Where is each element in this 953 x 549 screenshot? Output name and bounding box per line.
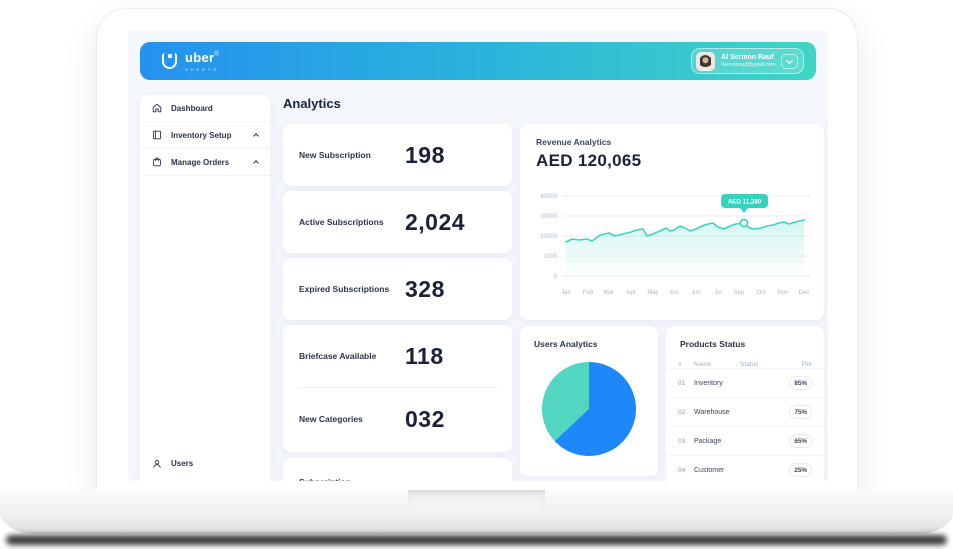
product-row-warehouse: 02 Warehouse 75% xyxy=(666,397,824,426)
sidebar-item-dashboard[interactable]: Dashboard xyxy=(140,95,270,122)
product-row-inventory: 01 Inventory 85% xyxy=(666,368,824,397)
svg-text:Feb: Feb xyxy=(583,290,594,296)
data-point-marker xyxy=(739,218,749,228)
stat-label: New Categories xyxy=(299,413,363,424)
revenue-analytics-card: Revenue Analytics AED 120,065 xyxy=(520,124,824,320)
stat-card-briefcase-categories: Briefcase Available 118 New Categories 0… xyxy=(283,325,512,452)
percent-badge: 85% xyxy=(789,376,812,390)
stat-label: New Subscription xyxy=(299,149,371,160)
products-status-title: Products Status xyxy=(680,339,746,349)
svg-text:Nov: Nov xyxy=(778,290,789,296)
brand-word: uber xyxy=(185,50,215,65)
users-analytics-title: Users Analytics xyxy=(534,339,598,349)
percent-badge: 65% xyxy=(789,434,812,448)
y-axis-labels: 40000 30000 20000 1000 0 xyxy=(540,194,557,280)
svg-text:Jul: Jul xyxy=(714,290,722,296)
laptop-shadow xyxy=(6,535,947,545)
users-icon xyxy=(153,459,161,468)
x-axis-labels: Jan Feb Mar Apr May Jun Jun Jul Sep Oct … xyxy=(561,290,809,296)
registered-mark: ® xyxy=(214,51,219,58)
products-table-header: # Name Status Per xyxy=(666,361,824,368)
users-pie-chart xyxy=(542,362,636,456)
stat-value: 198 xyxy=(405,141,445,168)
stat-value: 2,024 xyxy=(405,208,466,235)
chevron-up-icon xyxy=(253,160,259,166)
col-per: Per xyxy=(801,361,812,368)
revenue-line xyxy=(565,219,805,243)
user-email: Sermonrauf@gmail.com xyxy=(721,62,775,69)
chevron-up-icon xyxy=(253,133,259,139)
sidebar-item-users[interactable]: Users xyxy=(140,450,270,477)
svg-text:Dec: Dec xyxy=(799,290,810,296)
revenue-amount: AED 120,065 xyxy=(536,151,642,170)
svg-text:30000: 30000 xyxy=(540,214,557,220)
chart-tooltip: AED 11,280 xyxy=(721,194,768,228)
sidebar-item-manage-orders[interactable]: Manage Orders xyxy=(140,149,270,176)
svg-text:Jun: Jun xyxy=(691,290,701,296)
chevron-down-icon xyxy=(785,56,794,64)
users-analytics-card: Users Analytics xyxy=(520,326,658,476)
svg-text:Jun: Jun xyxy=(669,290,679,296)
laptop-notch xyxy=(408,490,545,511)
svg-text:20000: 20000 xyxy=(540,234,557,240)
svg-text:Jan: Jan xyxy=(561,290,571,296)
stat-value: 032 xyxy=(405,405,445,432)
divider xyxy=(297,387,498,388)
revenue-title: Revenue Analytics xyxy=(536,137,612,147)
profile-dropdown-button[interactable] xyxy=(781,53,798,69)
sidebar-item-label: Inventory Setup xyxy=(171,130,232,140)
orders-icon xyxy=(153,157,161,167)
revenue-line-chart: 40000 30000 20000 1000 0 AED 11,280 xyxy=(540,194,810,296)
stat-label: Briefcase Available xyxy=(299,350,377,361)
user-name: Al Sermon Rauf xyxy=(721,53,774,61)
user-avatar xyxy=(696,51,716,71)
dashboard-screen: uber® SHEETS Al Sermon Rauf Sermonrauf@g… xyxy=(128,30,828,481)
top-header-bar: uber® SHEETS Al Sermon Rauf Sermonrauf@g… xyxy=(140,42,816,80)
sidebar-item-label: Dashboard xyxy=(171,103,213,113)
stat-label: Active Subscriptions xyxy=(299,216,384,227)
col-number: # xyxy=(678,361,682,368)
user-profile-menu[interactable]: Al Sermon Rauf Sermonrauf@gmail.com xyxy=(691,48,804,74)
brand-subtitle: SHEETS xyxy=(185,67,220,72)
svg-text:Oct: Oct xyxy=(756,290,766,296)
stat-card-expired-subscriptions: Expired Subscriptions 328 xyxy=(283,258,512,320)
product-row-package: 03 Package 65% xyxy=(666,426,824,455)
page-title: Analytics xyxy=(283,96,341,111)
products-status-card: Products Status # Name Status Per 01 Inv… xyxy=(666,326,824,481)
stat-value: 118 xyxy=(405,342,444,369)
svg-text:1000: 1000 xyxy=(544,254,558,260)
inventory-icon xyxy=(152,130,162,140)
svg-text:Sep: Sep xyxy=(734,290,745,296)
stat-value: 328 xyxy=(405,275,445,302)
svg-text:0: 0 xyxy=(554,274,558,280)
uber-u-icon xyxy=(162,53,177,69)
home-icon xyxy=(152,103,162,113)
percent-badge: 75% xyxy=(789,405,812,419)
sidebar-item-inventory-setup[interactable]: Inventory Setup xyxy=(140,122,270,149)
percent-badge: 25% xyxy=(789,463,812,477)
product-row-customer: 04 Customer 25% xyxy=(666,455,824,481)
svg-text:40000: 40000 xyxy=(540,194,557,200)
stat-card-subscription-cutoff: Subscription xyxy=(283,458,512,481)
stat-card-active-subscriptions: Active Subscriptions 2,024 xyxy=(283,191,512,253)
stat-label: Subscription xyxy=(283,476,393,481)
col-status: Status xyxy=(740,361,759,368)
sidebar-nav: Dashboard Inventory Setup Manage Orders xyxy=(140,95,270,481)
stat-card-new-subscription: New Subscription 198 xyxy=(283,124,512,186)
col-name: Name xyxy=(694,361,712,368)
svg-text:May: May xyxy=(647,290,658,296)
svg-text:AED 11,280: AED 11,280 xyxy=(728,199,762,206)
stat-label: Expired Subscriptions xyxy=(299,283,390,294)
sidebar-item-label: Users xyxy=(171,459,194,468)
sidebar-item-label: Manage Orders xyxy=(171,157,230,167)
uber-sheets-logo[interactable]: uber® SHEETS xyxy=(162,50,219,72)
svg-text:Mar: Mar xyxy=(604,290,614,296)
svg-text:Apr: Apr xyxy=(626,290,635,296)
